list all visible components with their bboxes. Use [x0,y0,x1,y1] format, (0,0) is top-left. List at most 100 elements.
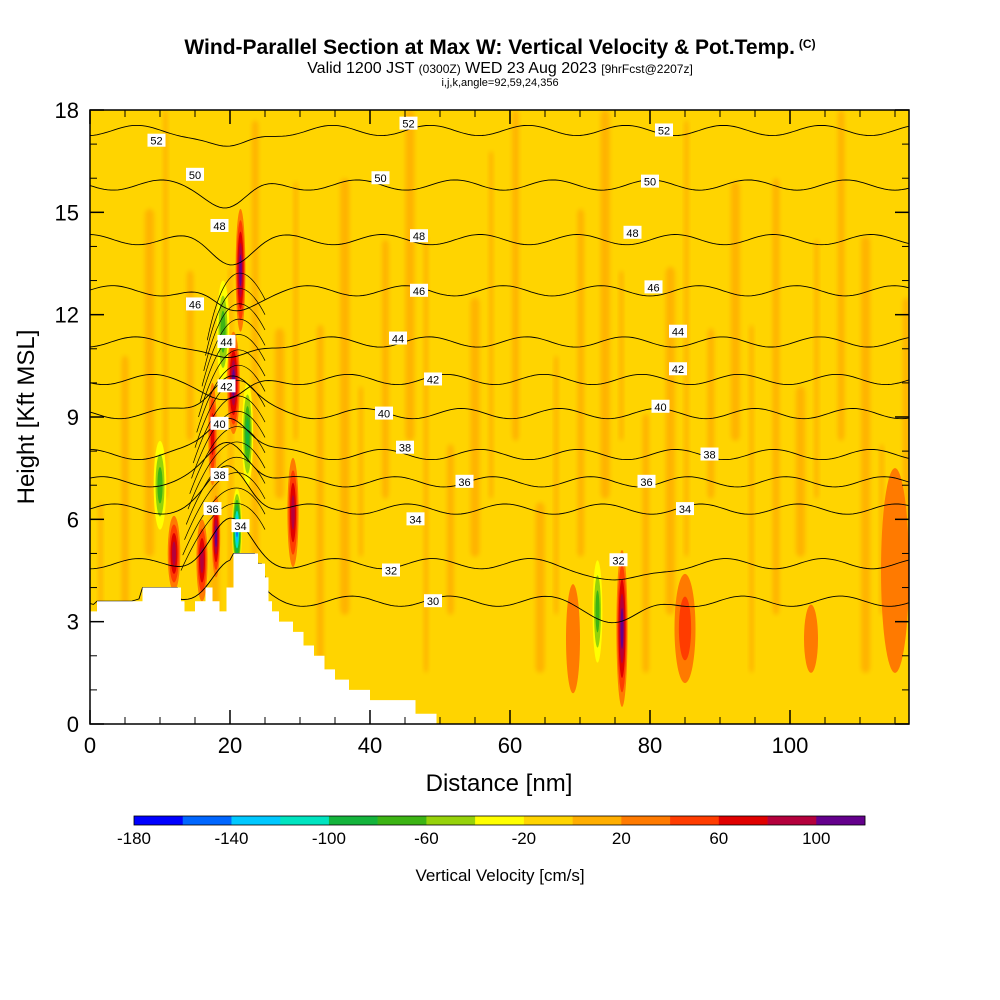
theta-contour-dense [203,303,266,372]
weak-updraft-column [837,110,845,441]
weak-updraft-column [684,120,689,557]
weak-updraft-column [275,328,285,499]
theta-label: 34 [231,519,250,533]
theta-contour-44 [90,336,909,358]
theta-label-bg [203,502,222,516]
theta-contour-dense [189,426,266,494]
theta-contour-46 [90,285,909,312]
weak-updraft-column [535,502,545,673]
weak-updraft-column [423,236,429,673]
theta-label-text: 50 [374,173,386,185]
weak-updraft-column [772,178,780,615]
colorbar-tick-label: -20 [512,829,537,848]
theta-label: 32 [382,563,400,578]
theta-label-text: 40 [654,402,666,414]
theta-label-text: 42 [672,364,684,376]
weak-updraft-column [340,178,350,615]
valid-text: Valid 1200 JST [307,60,415,77]
weak-updraft-column [730,181,740,441]
theta-contour-50 [90,179,909,209]
theta-label-bg [217,334,236,348]
theta-label: 38 [396,440,414,455]
colorbar-segment [231,816,281,825]
weak-updraft-column [665,266,675,615]
weak-updraft-column [405,110,415,441]
colorbar-tick-label: -60 [414,829,439,848]
x-tick-label: 60 [498,733,522,758]
weak-updraft-column [902,297,909,557]
theta-contour-dense [205,288,266,356]
theta-label: 44 [217,334,236,349]
theta-label-bg [410,283,428,297]
theta-label-text: 42 [220,381,232,393]
theta-contour-32 [90,517,909,581]
x-tick-label: 100 [772,733,809,758]
theta-label-bg [147,133,166,147]
theta-label-bg [371,171,390,185]
w-cell-contour [291,495,295,530]
section-params: i,j,k,angle=92,59,24,356 [441,77,559,89]
y-tick-label: 6 [67,507,79,532]
weak-updraft-column [489,150,494,499]
theta-label: 50 [641,174,659,189]
theta-label-text: 36 [206,504,218,516]
theta-label-bg [669,324,687,338]
theta-label: 42 [669,362,687,376]
y-tick-label: 3 [67,610,79,635]
theta-label-bg [217,379,236,393]
theta-label-bg [651,399,670,413]
theta-label-text: 34 [409,514,421,526]
forecast-text: [9hrFcst@2207z] [601,62,693,76]
theta-label: 50 [186,167,204,182]
colorbar-segment [523,816,573,825]
theta-contour-40 [90,375,909,420]
theta-label-text: 52 [658,125,670,137]
theta-contour-dense [192,395,266,464]
weak-updraft-column [186,270,194,441]
colorbar-tick-label: -180 [117,829,151,848]
colorbar-tick-label: -100 [312,829,346,848]
y-tick-label: 9 [67,405,79,430]
colorbar-tick-label: 20 [612,829,631,848]
y-axis-label: Height [Kft MSL] [13,330,40,505]
weak-updraft-column [619,270,624,441]
theta-label: 36 [203,502,222,516]
theta-label-text: 50 [189,170,201,182]
theta-label: 36 [637,474,656,489]
theta-label-bg [399,116,418,130]
title-text: Wind-Parallel Section at Max W: Vertical… [184,36,795,59]
theta-label-text: 30 [427,596,439,608]
weak-updraft-column [316,324,324,673]
theta-label-text: 38 [399,443,411,455]
theta-label-bg [623,225,642,239]
theta-label: 36 [455,474,474,489]
theta-label-bg [641,174,659,188]
copyright-mark: (C) [798,37,816,51]
x-tick-label: 40 [358,733,382,758]
theta-label-bg [186,167,204,181]
theta-label: 46 [186,297,204,311]
weak-updraft-column [795,386,806,557]
theta-contour-42 [90,373,909,401]
weak-updraft-column [470,297,480,557]
theta-contour-52 [90,124,909,147]
theta-label-text: 50 [644,177,656,189]
weak-updraft-column [512,110,519,441]
colorbar-tick-label: 60 [709,829,728,848]
theta-label: 48 [410,229,428,243]
weak-updraft-column [749,324,754,673]
y-tick-label: 18 [55,98,79,123]
y-tick-label: 12 [55,303,79,328]
theta-contour-dense [201,318,266,387]
w-cell-contour [171,541,177,566]
w-cell-contour [881,468,909,673]
theta-label: 38 [700,447,719,462]
theta-label: 44 [669,324,687,339]
theta-label-text: 40 [213,419,225,431]
weak-updraft-column [814,239,819,499]
theta-contour-dense [198,349,266,418]
theta-label: 52 [655,123,673,137]
theta-label-text: 48 [626,228,638,240]
theta-label-bg [424,594,442,608]
